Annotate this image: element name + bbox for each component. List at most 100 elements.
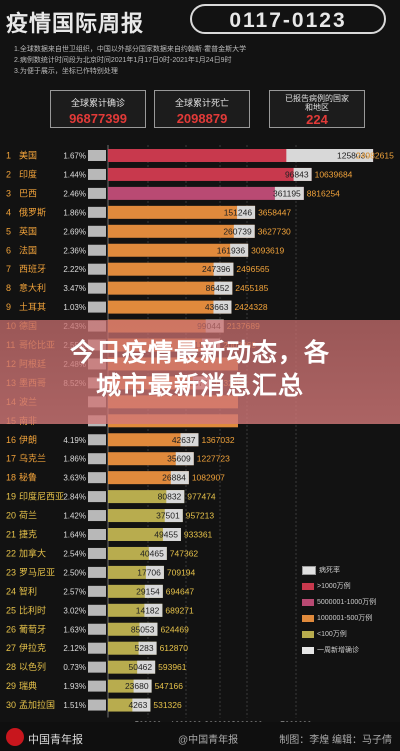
stat-deaths-label: 全球累计死亡 [174, 98, 229, 108]
total-value-label: 547166 [155, 681, 184, 691]
weekly-value-label: 35609 [167, 454, 191, 464]
row-fatality: 2.84% [63, 493, 86, 502]
row-rank: 17 [6, 454, 16, 464]
weekly-value-label: 85053 [131, 624, 155, 634]
footer-weibo-handle: @中国青年报 [178, 735, 239, 746]
fatality-swatch [88, 187, 106, 199]
weekly-value-label: 40465 [140, 548, 164, 558]
row-rank: 24 [6, 586, 16, 596]
total-value-label: 694647 [166, 586, 195, 596]
weekly-value-label: 43663 [205, 302, 229, 312]
row-rank: 8 [6, 283, 11, 293]
row-country: 伊拉克 [19, 642, 46, 653]
row-rank: 5 [6, 226, 11, 236]
total-bar [108, 471, 189, 485]
legend-item-weekly: 一周新增确诊 [302, 645, 359, 655]
row-fatality: 2.69% [63, 227, 86, 236]
legend-swatch-weekly [302, 646, 314, 654]
row-rank: 26 [6, 624, 16, 634]
period-note: 2.病例数统计时间段为北京时间2021年1月17日0时-2021年1月24日9时 [14, 57, 232, 64]
total-bar [108, 433, 199, 447]
weekly-value-label: 260739 [223, 226, 252, 236]
footer-publisher: 中国青年报 [28, 734, 83, 746]
total-bar [108, 243, 249, 257]
weekly-bar [175, 452, 194, 466]
total-bar [108, 262, 234, 276]
fatality-swatch [88, 699, 106, 711]
fatality-swatch [88, 529, 106, 540]
row-fatality: 2.46% [63, 189, 86, 198]
total-value-label: 709194 [167, 567, 196, 577]
legend-swatch-under1m [302, 630, 314, 638]
row-rank: 7 [6, 264, 11, 274]
row-fatality: 1.67% [63, 152, 86, 161]
headline-line-2: 城市最新消息汇总 [95, 372, 304, 400]
fatality-swatch [88, 472, 106, 484]
fatality-swatch [88, 680, 106, 692]
total-value-label: 624469 [160, 624, 189, 634]
weekly-bar [138, 641, 157, 655]
row-country: 乌克兰 [19, 453, 46, 464]
row-rank: 18 [6, 473, 16, 483]
weekly-value-label: 4263 [128, 700, 147, 710]
fatality-swatch [88, 547, 106, 559]
weekly-bar [164, 509, 183, 523]
total-value-label: 957213 [186, 511, 215, 521]
row-country: 瑞典 [19, 680, 37, 691]
fatality-swatch [88, 491, 106, 503]
row-fatality: 3.02% [63, 606, 86, 615]
page-title: 疫情国际周报 [6, 11, 145, 36]
fatality-swatch [88, 206, 106, 218]
row-rank: 29 [6, 681, 16, 691]
total-value-label: 8816254 [307, 188, 340, 198]
source-note: 1.全球数据来自世卫组织，中国以外部分国家数据来自约翰斯·霍普金斯大学 [14, 46, 247, 53]
weekly-bar [233, 224, 255, 238]
headline-line-1: 今日疫情最新动态，各 [69, 339, 330, 367]
row-country: 比利时 [19, 604, 46, 615]
row-country: 伊朗 [19, 434, 37, 445]
total-value-label: 1227723 [197, 454, 230, 464]
total-bar [108, 490, 185, 504]
row-country: 捷克 [19, 529, 37, 540]
legend-swatch-over10m [302, 582, 314, 590]
weekly-value-label: 49455 [154, 530, 178, 540]
row-country: 西班牙 [19, 263, 46, 274]
row-fatality: 2.36% [63, 246, 86, 255]
legend-item-over10m: >1000万例 [302, 581, 351, 591]
row-fatality: 1.03% [63, 303, 86, 312]
row-fatality: 3.63% [63, 474, 86, 483]
row-rank: 30 [6, 700, 16, 710]
weekly-value-label: 361195 [273, 188, 301, 198]
row-country: 荷兰 [19, 510, 37, 521]
fatality-swatch [88, 225, 106, 237]
total-value-label: 977474 [187, 492, 216, 502]
row-rank: 19 [6, 492, 16, 502]
total-bar [108, 300, 232, 314]
headline-text: 今日疫情最新动态，各 城市最新消息汇总 [0, 337, 400, 403]
row-fatality: 0.73% [63, 663, 86, 672]
total-value-label: 24982615 [356, 151, 394, 161]
total-bar [108, 509, 183, 523]
weekly-value-label: 151246 [224, 207, 253, 217]
weekly-value-label: 42637 [172, 435, 196, 445]
weekly-value-label: 161936 [217, 245, 246, 255]
row-country: 加拿大 [19, 547, 46, 558]
weekly-bar [213, 300, 232, 314]
legend-swatch-1m-5m [302, 614, 314, 622]
row-fatality: 3.47% [63, 284, 86, 293]
stat-confirmed: 全球累计确诊 96877399 [50, 90, 146, 128]
weekly-bar [148, 546, 167, 560]
fatality-swatch [88, 566, 106, 578]
legend-item-1m-5m: 1000001-500万例 [302, 613, 372, 623]
fatality-swatch [88, 282, 106, 294]
total-bar [108, 224, 255, 238]
weekly-value-label: 14182 [136, 605, 160, 615]
weekly-bar [139, 622, 158, 636]
row-fatality: 1.44% [63, 170, 86, 179]
weekly-bar [144, 584, 163, 598]
row-rank: 1 [6, 151, 11, 161]
weekly-value-label: 86452 [206, 283, 230, 293]
stat-confirmed-label: 全球累计确诊 [70, 98, 125, 108]
